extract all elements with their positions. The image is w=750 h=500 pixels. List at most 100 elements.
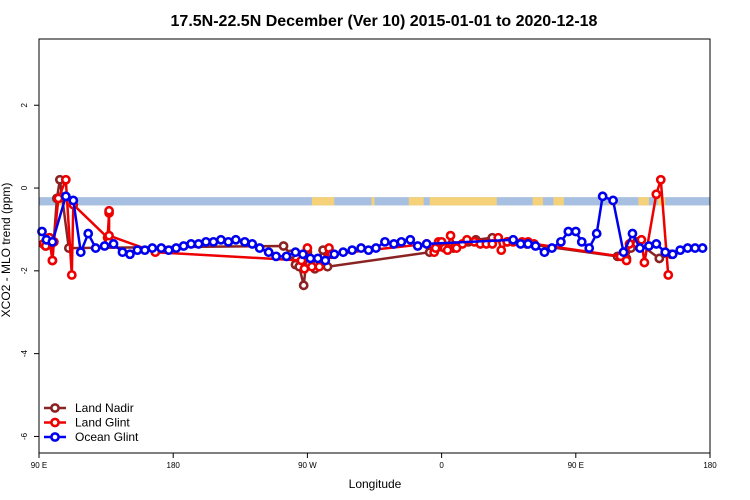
x-tick-label: 180 bbox=[703, 461, 717, 470]
data-point bbox=[68, 195, 79, 206]
x-tick-label: 90 W bbox=[298, 461, 317, 470]
legend-swatch-marker bbox=[50, 403, 60, 413]
plot-area bbox=[37, 174, 708, 291]
legend-swatch-marker bbox=[50, 432, 60, 442]
data-point bbox=[412, 241, 423, 251]
x-tick-label: 180 bbox=[167, 461, 181, 470]
data-point bbox=[108, 239, 119, 249]
land-band-segment bbox=[371, 197, 375, 206]
data-point bbox=[621, 255, 632, 266]
data-point bbox=[290, 247, 301, 258]
data-point bbox=[60, 174, 71, 185]
plot-frame bbox=[38, 38, 711, 454]
x-tick-label: 90 E bbox=[568, 461, 584, 470]
data-point bbox=[697, 243, 708, 253]
data-point bbox=[627, 228, 638, 239]
data-point bbox=[305, 253, 316, 264]
data-point bbox=[555, 236, 566, 247]
data-point bbox=[314, 261, 325, 272]
data-point bbox=[47, 236, 58, 247]
data-point bbox=[320, 255, 331, 266]
data-point bbox=[539, 247, 550, 258]
data-point bbox=[299, 263, 310, 274]
data-point bbox=[117, 247, 128, 258]
data-point bbox=[690, 243, 700, 253]
data-point bbox=[298, 280, 309, 291]
y-tick-label: 0 bbox=[20, 185, 29, 190]
data-point bbox=[104, 205, 114, 216]
data-point bbox=[347, 245, 358, 256]
data-point bbox=[651, 239, 662, 249]
data-point bbox=[53, 193, 64, 204]
data-point bbox=[216, 234, 226, 245]
data-point bbox=[178, 241, 189, 251]
x-axis-title: Longitude bbox=[349, 477, 402, 491]
y-tick-label: -6 bbox=[20, 432, 29, 440]
data-point bbox=[570, 226, 581, 237]
data-point bbox=[597, 191, 608, 202]
data-point bbox=[608, 195, 618, 206]
data-point bbox=[193, 239, 204, 249]
data-point bbox=[139, 245, 150, 256]
land-band-segment bbox=[311, 197, 335, 206]
data-point bbox=[75, 247, 86, 258]
land-band-segment bbox=[553, 197, 564, 206]
data-point bbox=[654, 253, 665, 264]
y-tick-label: -2 bbox=[20, 267, 29, 275]
x-axis: 90 E 180 90 W 0 90 E 180 bbox=[31, 453, 717, 470]
data-point bbox=[278, 241, 289, 251]
data-point bbox=[563, 226, 574, 237]
data-point bbox=[132, 245, 143, 256]
data-point bbox=[591, 228, 602, 239]
data-point bbox=[338, 247, 349, 258]
data-point bbox=[675, 245, 686, 256]
data-point bbox=[421, 239, 432, 249]
data-point bbox=[496, 245, 507, 256]
data-point bbox=[655, 174, 666, 185]
data-point bbox=[515, 239, 526, 249]
data-point bbox=[37, 226, 47, 237]
legend-label: Land Nadir bbox=[75, 401, 134, 415]
data-point bbox=[298, 249, 308, 260]
data-point bbox=[660, 247, 671, 258]
y-axis: 2 0 -2 -4 -6 bbox=[20, 102, 39, 440]
data-point bbox=[104, 230, 114, 241]
data-point bbox=[405, 234, 416, 245]
data-point bbox=[663, 270, 674, 280]
data-point bbox=[171, 243, 182, 253]
data-point bbox=[356, 243, 366, 253]
data-point bbox=[618, 247, 629, 258]
data-point bbox=[302, 243, 313, 253]
data-point bbox=[371, 243, 381, 253]
data-point bbox=[230, 234, 241, 245]
chart-title: 17.5N-22.5N December (Ver 10) 2015-01-01… bbox=[171, 13, 598, 30]
data-point bbox=[163, 245, 174, 256]
y-tick-label: 2 bbox=[20, 102, 29, 107]
legend-label: Land Glint bbox=[75, 416, 130, 430]
data-point bbox=[271, 251, 281, 262]
data-point bbox=[388, 239, 399, 249]
data-point bbox=[312, 253, 323, 264]
land-band-segment bbox=[532, 197, 543, 206]
data-point bbox=[156, 243, 167, 253]
y-axis-title: XCO2 - MLO trend (ppm) bbox=[0, 183, 13, 318]
data-point bbox=[363, 245, 374, 256]
y-tick-label: -4 bbox=[20, 350, 29, 358]
data-point bbox=[635, 243, 645, 253]
data-point bbox=[247, 239, 258, 249]
data-point bbox=[547, 243, 557, 253]
data-point bbox=[508, 234, 519, 245]
data-point bbox=[329, 249, 340, 260]
data-point bbox=[208, 236, 219, 247]
data-point bbox=[682, 243, 693, 253]
data-point bbox=[667, 249, 678, 260]
data-point bbox=[223, 236, 234, 247]
series-ocean-glint bbox=[37, 191, 708, 266]
data-point bbox=[147, 243, 158, 253]
data-point bbox=[263, 247, 274, 258]
data-point bbox=[47, 255, 58, 266]
data-point bbox=[584, 243, 595, 253]
x-tick-label: 0 bbox=[439, 461, 444, 470]
data-point bbox=[201, 236, 211, 247]
